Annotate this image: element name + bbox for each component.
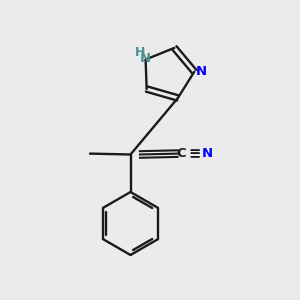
Text: N: N xyxy=(201,147,213,160)
Text: H: H xyxy=(135,46,146,59)
Text: ≡: ≡ xyxy=(188,146,200,161)
Text: N: N xyxy=(196,65,207,78)
Text: C: C xyxy=(177,147,186,160)
Text: N: N xyxy=(140,52,151,65)
